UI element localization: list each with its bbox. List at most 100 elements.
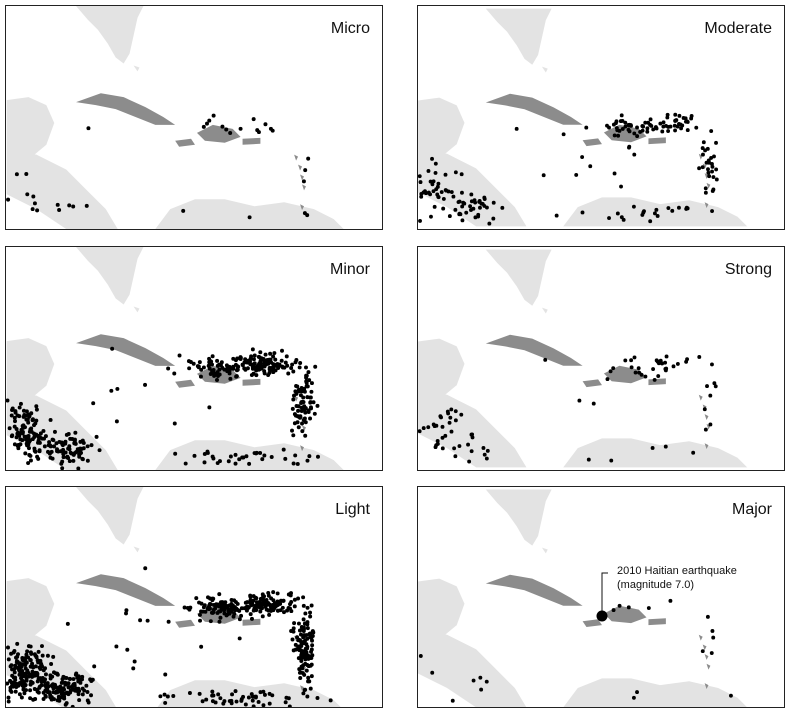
earthquake-point — [256, 354, 261, 359]
earthquake-point — [298, 414, 303, 419]
landmass-0 — [76, 6, 144, 64]
earthquake-point — [453, 409, 458, 414]
earthquake-point — [23, 663, 28, 667]
earthquake-point — [292, 604, 297, 609]
earthquake-point — [629, 365, 634, 370]
earthquake-point — [256, 362, 261, 367]
panel-title: Major — [731, 501, 772, 518]
earthquake-point — [235, 367, 240, 372]
island-2 — [175, 619, 195, 628]
earthquake-point — [48, 417, 53, 422]
earthquake-point — [21, 687, 26, 692]
earthquake-point — [290, 428, 295, 433]
earthquake-point — [421, 426, 426, 431]
earthquake-point — [660, 129, 665, 134]
earthquake-point — [260, 597, 265, 602]
earthquake-point — [18, 437, 23, 442]
earthquake-point — [440, 435, 445, 440]
earthquake-point — [707, 160, 712, 165]
earthquake-point — [313, 364, 318, 369]
earthquake-point — [432, 204, 437, 209]
earthquake-point — [132, 659, 137, 664]
earthquake-point — [418, 654, 423, 658]
earthquake-point — [316, 454, 320, 459]
earthquake-point — [208, 619, 213, 624]
earthquake-point — [685, 206, 690, 211]
earthquake-point — [28, 650, 33, 655]
earthquake-point — [12, 670, 17, 675]
earthquake-point — [297, 365, 302, 370]
earthquake-point — [171, 694, 176, 698]
earthquake-point — [52, 429, 57, 434]
earthquake-point — [446, 189, 451, 194]
earthquake-point — [276, 366, 281, 370]
earthquake-point — [697, 166, 702, 171]
earthquake-point — [57, 207, 62, 212]
earthquake-point — [47, 451, 52, 456]
earthquake-point — [612, 133, 617, 138]
earthquake-point — [61, 447, 66, 452]
earthquake-point — [449, 407, 454, 412]
earthquake-point — [71, 677, 76, 682]
earthquake-point — [643, 374, 648, 379]
earthquake-point — [433, 170, 438, 175]
earthquake-point — [636, 366, 641, 371]
earthquake-point — [49, 662, 54, 666]
panel-title: Micro — [330, 20, 370, 37]
earthquake-point — [207, 358, 212, 363]
earthquake-point — [476, 214, 481, 219]
earthquake-point — [38, 666, 43, 671]
earthquake-point — [312, 411, 317, 416]
earthquake-point — [166, 619, 171, 624]
earthquake-point — [26, 461, 31, 466]
earthquake-point — [17, 405, 22, 410]
earthquake-point — [652, 211, 657, 216]
earthquake-point — [13, 410, 18, 415]
earthquake-point — [264, 597, 269, 602]
earthquake-point — [241, 694, 246, 699]
earthquake-point — [435, 184, 440, 189]
earthquake-point — [308, 400, 313, 405]
earthquake-point — [299, 401, 304, 405]
earthquake-point — [26, 446, 31, 451]
earthquake-point — [13, 689, 18, 694]
earthquake-point — [60, 690, 65, 695]
earthquake-point — [210, 596, 215, 601]
earthquake-point — [19, 676, 24, 681]
earthquake-point — [234, 699, 239, 704]
earthquake-point — [199, 644, 204, 649]
earthquake-point — [273, 368, 278, 373]
earthquake-point — [257, 599, 262, 604]
earthquake-point — [242, 366, 247, 371]
earthquake-point — [185, 606, 190, 610]
earthquake-point — [623, 124, 628, 129]
earthquake-point — [487, 221, 492, 226]
earthquake-point — [480, 202, 485, 206]
earthquake-point — [271, 354, 276, 359]
earthquake-point — [283, 456, 288, 461]
earthquake-point — [635, 134, 640, 139]
earthquake-point — [291, 369, 296, 374]
caribbean-map — [418, 8, 748, 227]
earthquake-point — [198, 618, 203, 623]
earthquake-point — [661, 124, 666, 129]
earthquake-point — [298, 393, 303, 398]
earthquake-point — [272, 351, 277, 356]
earthquake-point — [227, 608, 232, 612]
earthquake-point — [605, 377, 610, 382]
map-panel-major: Major 2010 Haitian earthquake (magnitude… — [417, 486, 785, 708]
earthquake-point — [249, 373, 254, 378]
earthquake-point — [300, 429, 305, 434]
earthquake-point — [245, 600, 250, 605]
map-panel-light: Light — [5, 486, 383, 708]
earthquake-point — [303, 410, 308, 415]
earthquake-point — [267, 701, 272, 706]
earthquake-point — [296, 425, 301, 430]
earthquake-point — [16, 652, 20, 657]
earthquake-point — [197, 612, 202, 617]
earthquake-point — [85, 698, 90, 703]
earthquake-point — [251, 357, 256, 362]
landmass-1 — [6, 338, 55, 396]
earthquake-point — [67, 676, 72, 681]
earthquake-point — [13, 419, 17, 424]
